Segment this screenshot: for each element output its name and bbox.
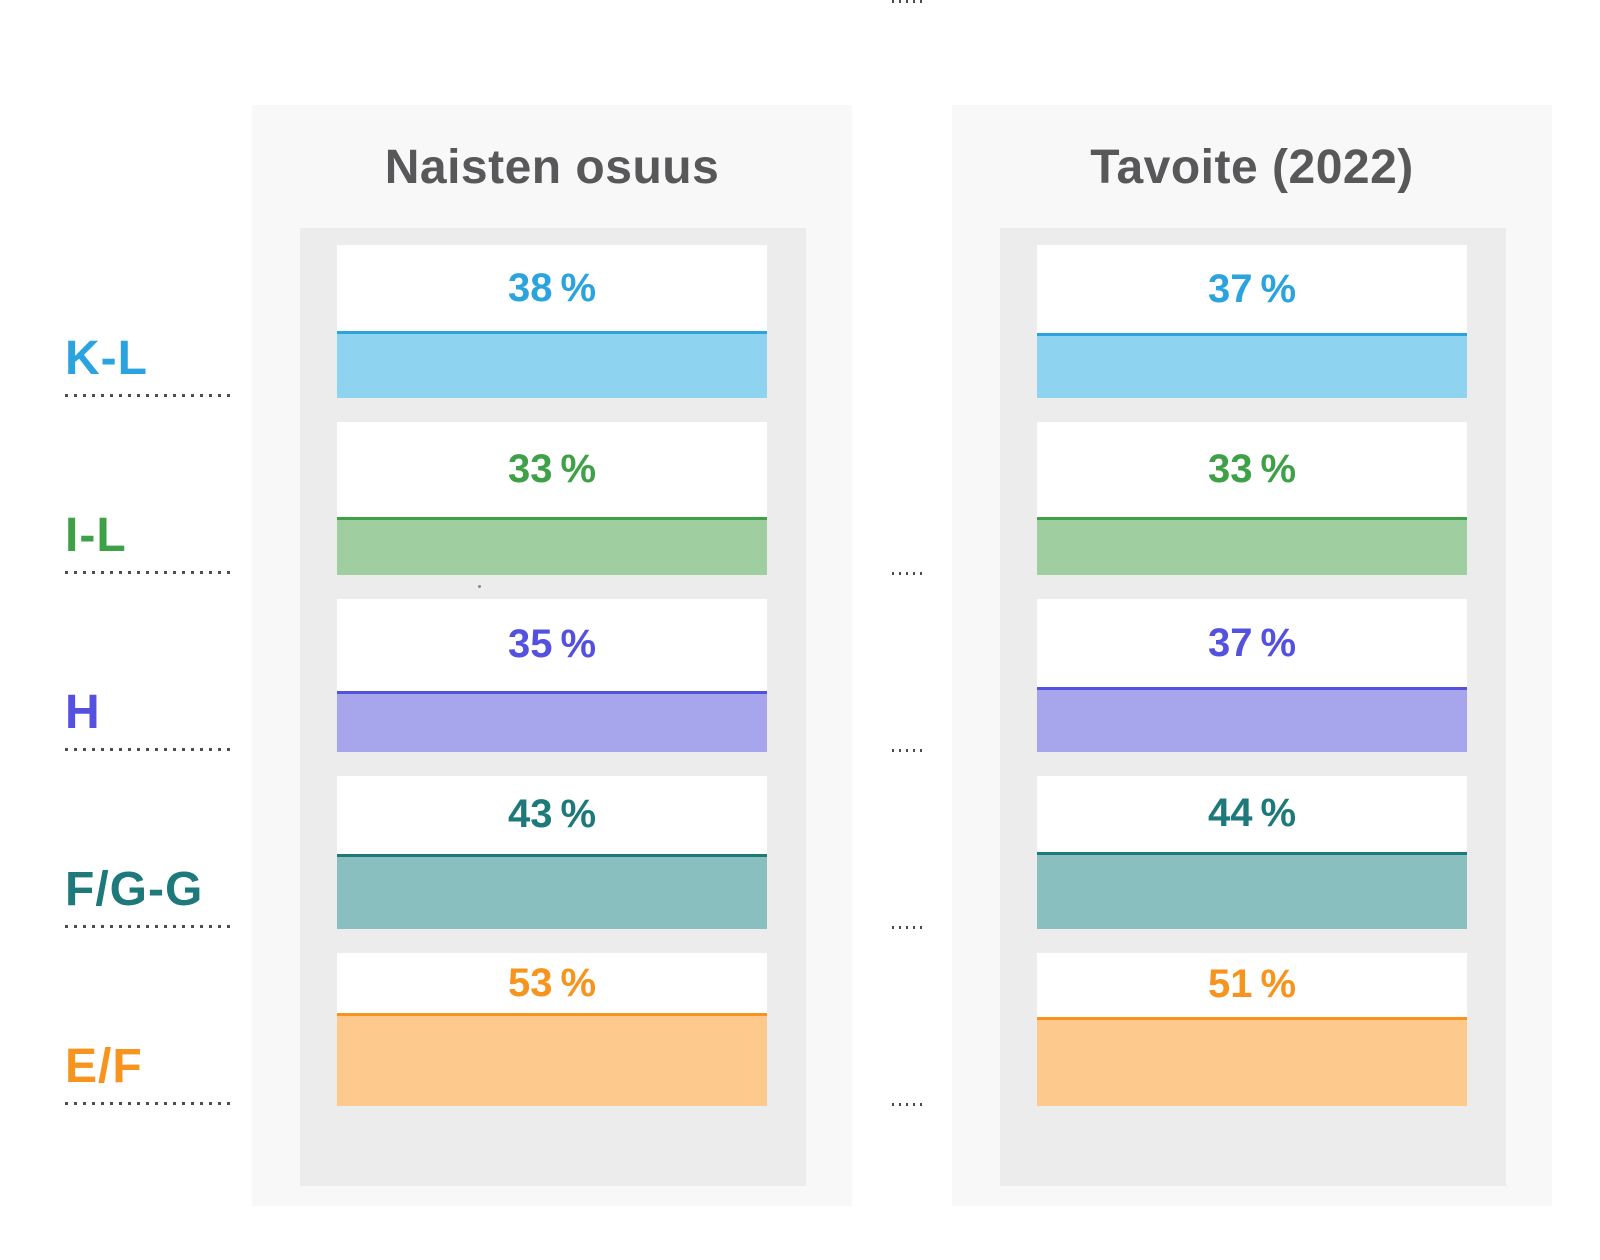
- row-label-ef: E/F: [65, 986, 231, 1106]
- bar-card-il-naisten: 33 %: [337, 422, 767, 575]
- bar-card-il-tavoite: 33 %: [1037, 422, 1467, 575]
- bar-fill: [1037, 687, 1467, 752]
- image-speck: [478, 585, 481, 588]
- row-label-h: H: [65, 632, 231, 752]
- bar-value-label: 43 %: [507, 792, 597, 837]
- bar-fill: [1037, 517, 1467, 575]
- bar-card-kl-tavoite: 37 %: [1037, 245, 1467, 398]
- column-title: Tavoite (2022): [1090, 141, 1414, 194]
- dotted-connector: [892, 1103, 923, 1106]
- dotted-connector: [892, 926, 923, 929]
- bar-value-label: 33 %: [507, 447, 597, 492]
- row-label-text: H: [65, 686, 101, 739]
- bar-fill: [1037, 333, 1467, 398]
- bar-fill: [337, 1013, 767, 1106]
- bar-fill: [337, 853, 767, 929]
- bar-value-label: 38 %: [507, 265, 597, 310]
- dotted-leader-line: [65, 748, 231, 752]
- dotted-leader-line: [65, 925, 231, 929]
- dotted-leader-line: [65, 571, 231, 575]
- bar-value-label: 37 %: [1207, 620, 1297, 665]
- bar-value-label: 33 %: [1207, 447, 1297, 492]
- bar-fill: [1037, 1016, 1467, 1106]
- row-label-text: I-L: [65, 509, 127, 562]
- bar-card-h-tavoite: 37 %: [1037, 599, 1467, 752]
- bar-value-label: 35 %: [507, 622, 597, 667]
- bar-value-label: 44 %: [1207, 791, 1297, 836]
- dotted-connector: [892, 0, 923, 3]
- bar-fill: [337, 331, 767, 398]
- panel-tavoite-2022: Tavoite (2022) 37 % 33 % 37 % 44 % 51 %: [952, 105, 1552, 1206]
- bar-card-fgg-tavoite: 44 %: [1037, 776, 1467, 929]
- bar-fill: [337, 690, 767, 752]
- bar-card-fgg-naisten: 43 %: [337, 776, 767, 929]
- panel-inner: 38 % 33 % 35 % 43 % 53 %: [300, 228, 806, 1186]
- row-label-text: E/F: [65, 1040, 143, 1093]
- bar-card-h-naisten: 35 %: [337, 599, 767, 752]
- dotted-leader-line: [65, 1102, 231, 1106]
- row-label-kl: K-L: [65, 278, 231, 398]
- row-label-fgg: F/G-G: [65, 809, 231, 929]
- row-label-il: I-L: [65, 455, 231, 575]
- bar-value-label: 51 %: [1207, 962, 1297, 1007]
- dotted-connector: [892, 749, 923, 752]
- dotted-connector: [892, 572, 923, 575]
- bar-value-label: 53 %: [507, 960, 597, 1005]
- bar-card-ef-naisten: 53 %: [337, 953, 767, 1106]
- bar-card-ef-tavoite: 51 %: [1037, 953, 1467, 1106]
- bar-card-kl-naisten: 38 %: [337, 245, 767, 398]
- panel-inner: 37 % 33 % 37 % 44 % 51 %: [1000, 228, 1506, 1186]
- row-label-text: K-L: [65, 332, 148, 385]
- dotted-leader-line: [65, 394, 231, 398]
- bar-value-label: 37 %: [1207, 266, 1297, 311]
- column-title: Naisten osuus: [384, 141, 720, 194]
- row-label-text: F/G-G: [65, 863, 204, 916]
- bar-fill: [337, 517, 767, 575]
- bar-fill: [1037, 851, 1467, 929]
- panel-naisten-osuus: Naisten osuus 38 % 33 % 35 % 43 % 53 %: [252, 105, 852, 1206]
